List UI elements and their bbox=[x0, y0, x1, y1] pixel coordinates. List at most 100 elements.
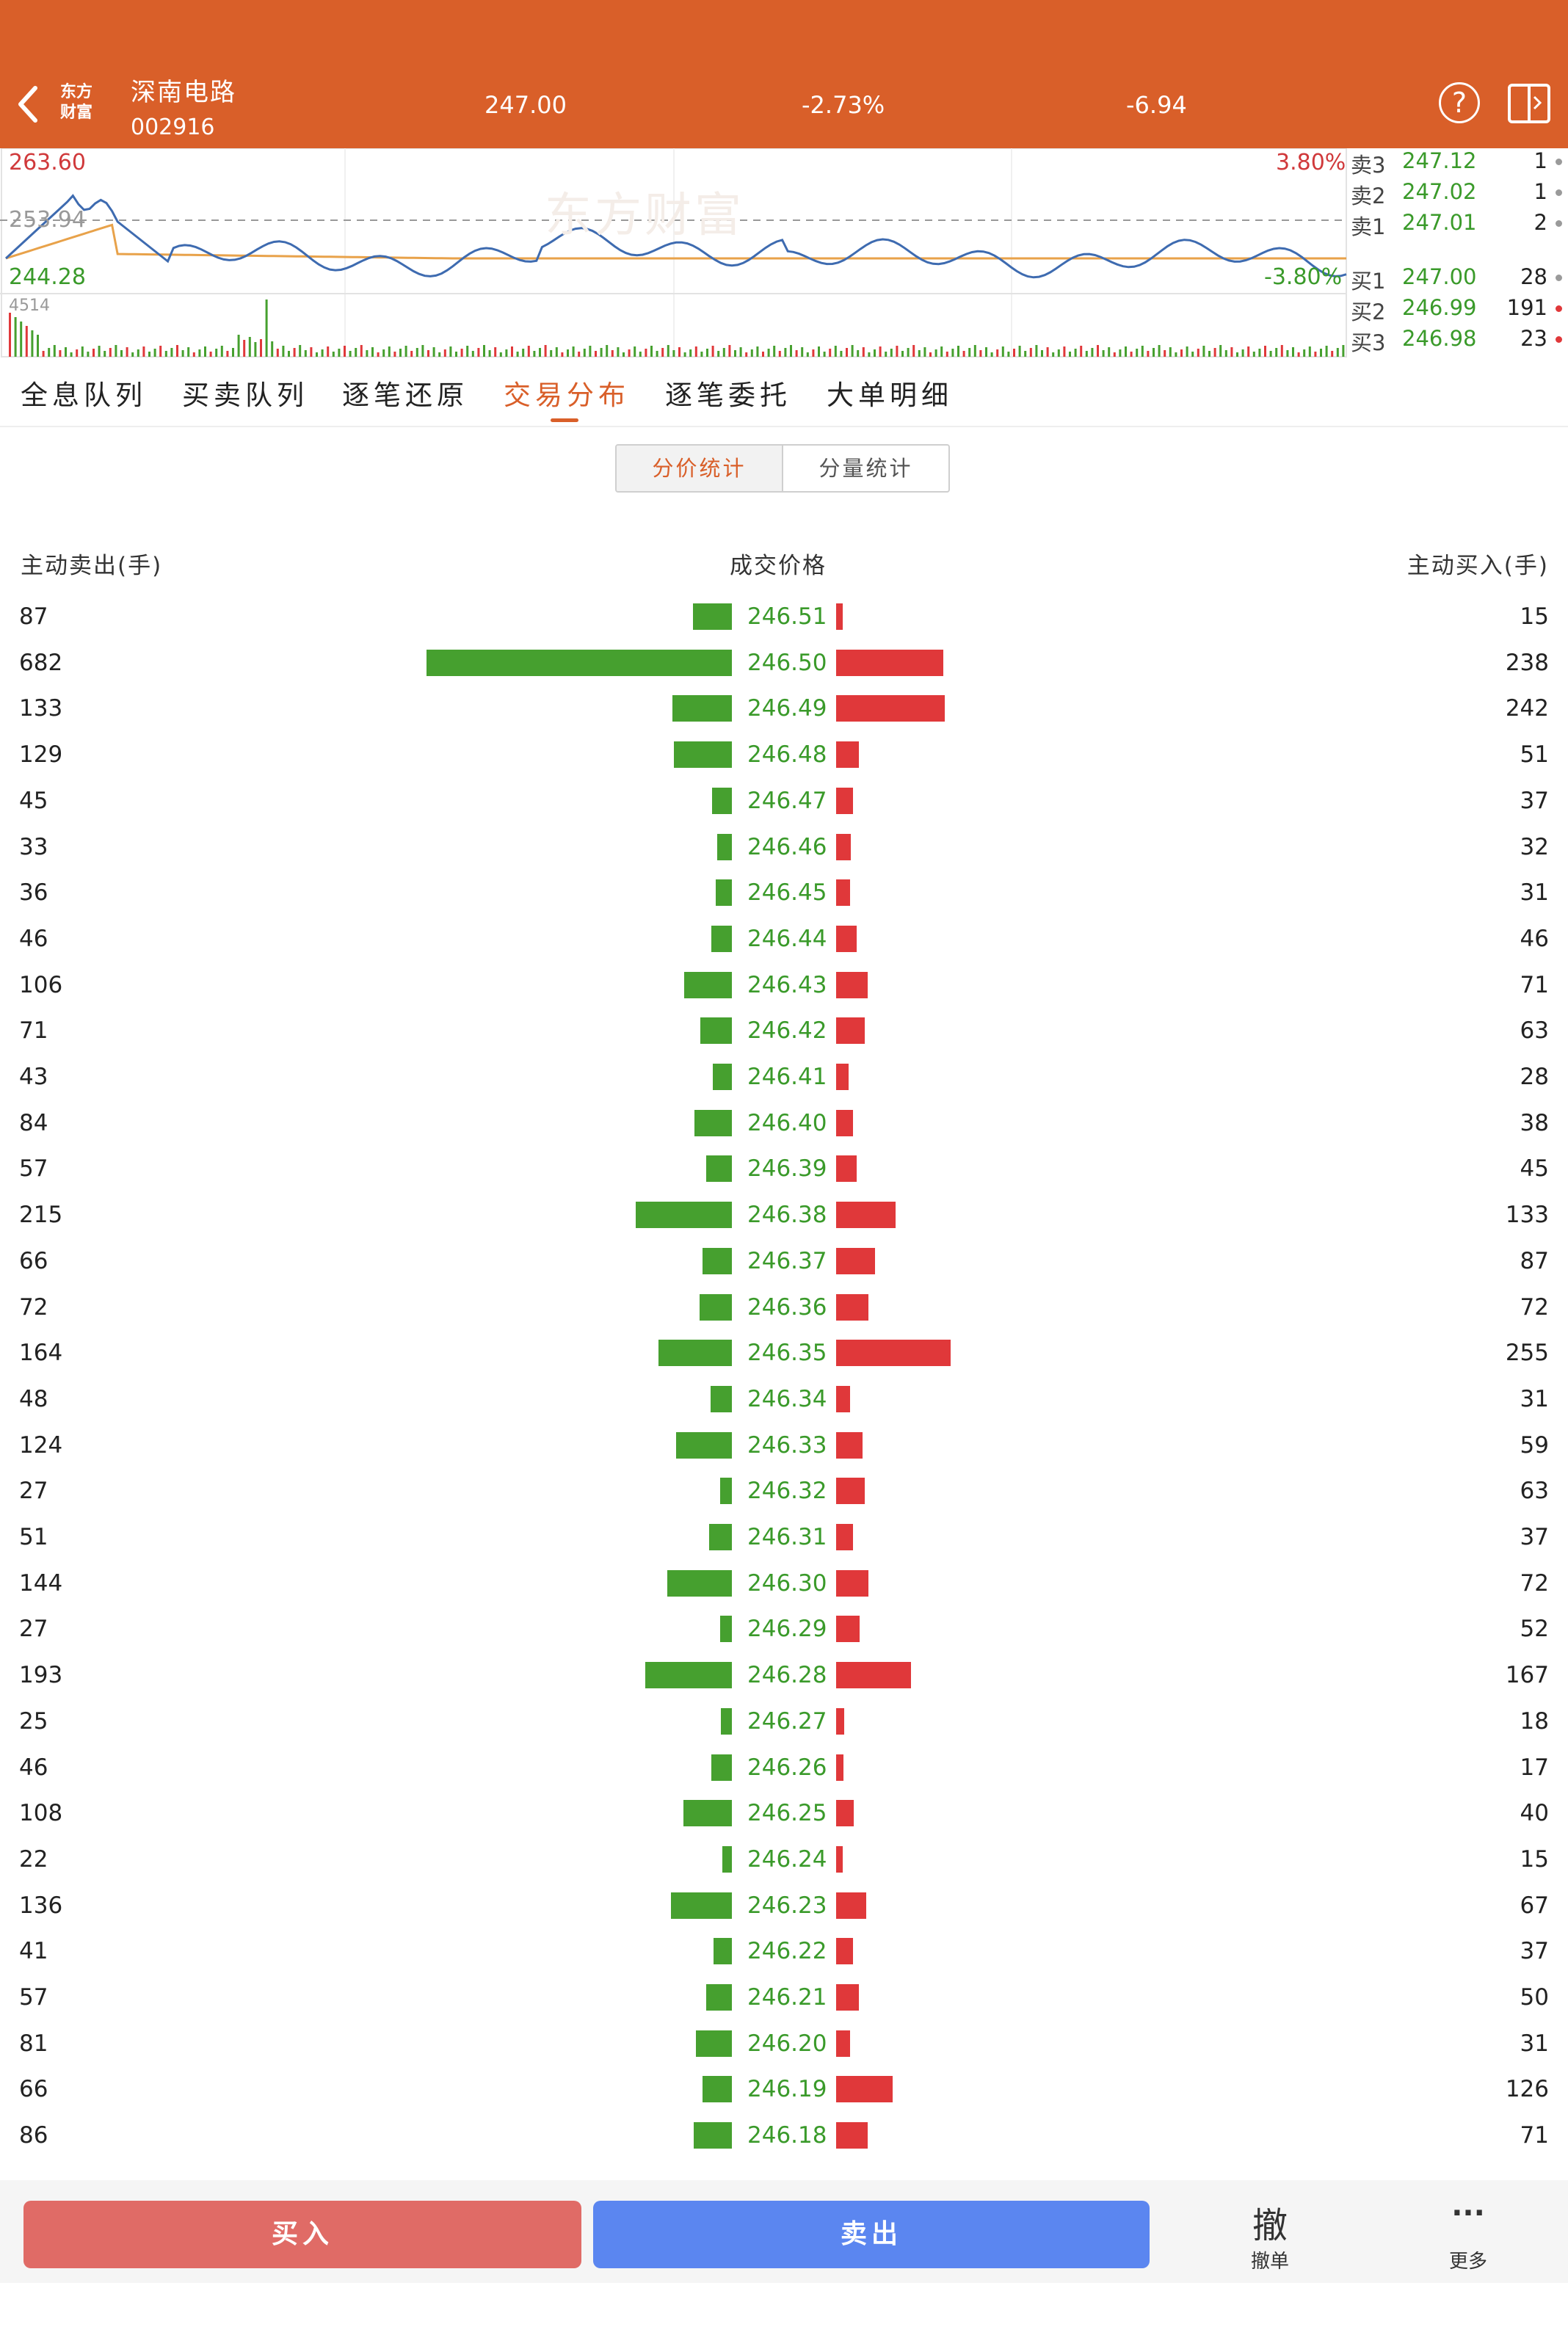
volume-bar bbox=[1069, 352, 1071, 357]
sell-volume-bar bbox=[712, 1064, 732, 1090]
volume-bar bbox=[773, 346, 776, 357]
volume-bar bbox=[874, 349, 876, 357]
sell-volume-bar bbox=[719, 1616, 732, 1643]
volume-bar bbox=[750, 349, 753, 357]
distribution-row: 25 246.27 18 bbox=[0, 1701, 1568, 1746]
intraday-chart-canvas bbox=[0, 148, 1347, 357]
tab-large-orders[interactable]: 大单明细 bbox=[827, 380, 953, 411]
tab-tick-orders[interactable]: 逐笔委托 bbox=[665, 380, 791, 411]
tab-tick-restore[interactable]: 逐笔还原 bbox=[342, 380, 468, 411]
volume-bar bbox=[455, 352, 457, 357]
tab-trade-distribution[interactable]: 交易分布 bbox=[504, 380, 630, 411]
pct-up-label: 3.80% bbox=[1276, 150, 1346, 175]
sell-volume-bar bbox=[693, 2122, 732, 2149]
volume-bar bbox=[421, 345, 424, 357]
bid-level-1[interactable]: 买1 247.00 28 bbox=[1351, 264, 1564, 294]
volume-bar bbox=[1035, 345, 1038, 357]
distribution-row: 27 246.32 63 bbox=[0, 1470, 1568, 1516]
sell-volume: 22 bbox=[19, 1845, 48, 1873]
volume-bar bbox=[606, 345, 609, 357]
ask-level-1[interactable]: 卖3 247.12 1 bbox=[1351, 148, 1564, 178]
ask-level-label: 卖3 bbox=[1351, 153, 1386, 178]
trade-price: 246.44 bbox=[747, 925, 827, 952]
trade-price: 246.34 bbox=[747, 1385, 827, 1412]
buy-volume: 40 bbox=[1520, 1800, 1549, 1827]
bid-level-2[interactable]: 买2 246.99 191 bbox=[1351, 295, 1564, 324]
buy-volume: 37 bbox=[1520, 1524, 1549, 1550]
volume-bar bbox=[639, 352, 642, 357]
buy-volume: 28 bbox=[1520, 1064, 1549, 1090]
distribution-row: 81 246.20 31 bbox=[0, 2023, 1568, 2069]
buy-volume: 37 bbox=[1520, 787, 1549, 814]
ask-level-3[interactable]: 卖1 247.01 2 bbox=[1351, 210, 1564, 239]
price-line bbox=[4, 194, 1347, 279]
distribution-row: 57 246.21 50 bbox=[0, 1977, 1568, 2022]
buy-volume: 32 bbox=[1520, 833, 1549, 860]
buy-volume-bar bbox=[836, 1431, 863, 1459]
volume-bar bbox=[466, 346, 469, 357]
volume-bar bbox=[745, 352, 748, 357]
help-icon[interactable]: ? bbox=[1439, 82, 1480, 123]
buy-volume: 72 bbox=[1520, 1293, 1549, 1321]
volume-bar bbox=[600, 348, 603, 357]
intraday-mini-chart[interactable]: 263.60 253.94 244.28 4514 3.80% -3.80% 东… bbox=[0, 148, 1568, 358]
sell-button[interactable]: 卖出 bbox=[593, 2201, 1150, 2268]
volume-bar bbox=[42, 351, 45, 357]
sell-volume-bar bbox=[645, 1662, 732, 1689]
sell-volume-bar bbox=[692, 603, 732, 630]
buy-volume-bar bbox=[836, 1892, 866, 1919]
bid-level-volume: 191 bbox=[1506, 295, 1547, 320]
volume-bar bbox=[840, 351, 843, 357]
volume-bar bbox=[711, 346, 714, 357]
bottom-action-bar: 买入 卖出 撤 撤单 ··· 更多 bbox=[0, 2180, 1568, 2283]
volume-bar bbox=[929, 352, 932, 357]
sell-volume-bar bbox=[702, 1247, 732, 1274]
trade-distribution-list[interactable]: 87 246.51 15 682 246.50 238 133 246.49 242 129 246… bbox=[0, 596, 1568, 2152]
buy-volume-bar bbox=[836, 925, 857, 952]
volume-bar bbox=[678, 347, 680, 357]
volume-bar bbox=[505, 349, 508, 357]
volume-bar bbox=[611, 350, 614, 357]
volume-bar bbox=[388, 346, 391, 357]
volume-bar bbox=[890, 349, 893, 357]
buy-volume-bar bbox=[836, 1293, 869, 1321]
sell-volume: 46 bbox=[19, 925, 48, 952]
ask-level-2[interactable]: 卖2 247.02 1 bbox=[1351, 179, 1564, 208]
tab-full-queue[interactable]: 全息队列 bbox=[21, 380, 147, 411]
buy-volume: 37 bbox=[1520, 1938, 1549, 1965]
sell-volume-bar bbox=[667, 1569, 732, 1597]
distribution-row: 51 246.31 37 bbox=[0, 1517, 1568, 1562]
bid-level-3[interactable]: 买3 246.98 23 bbox=[1351, 326, 1564, 355]
stock-code: 002916 bbox=[131, 115, 215, 140]
sell-volume-bar bbox=[427, 649, 732, 676]
ask-level-volume: 2 bbox=[1533, 210, 1547, 235]
volume-bar bbox=[1186, 346, 1188, 357]
volume-bar bbox=[70, 352, 73, 357]
watermark: 东方财富 bbox=[545, 189, 744, 243]
volume-bar bbox=[310, 347, 313, 357]
volume-bar bbox=[1297, 352, 1300, 357]
buy-volume-bar bbox=[836, 1984, 859, 2011]
volume-stats-button[interactable]: 分量统计 bbox=[819, 456, 913, 481]
layout-switch-icon[interactable] bbox=[1506, 82, 1552, 125]
back-icon[interactable] bbox=[13, 82, 43, 126]
sell-column-header: 主动卖出(手) bbox=[21, 553, 163, 579]
volume-bar bbox=[934, 349, 937, 357]
volume-bar bbox=[415, 348, 418, 357]
buy-button[interactable]: 买入 bbox=[23, 2201, 581, 2268]
trade-price: 246.19 bbox=[747, 2076, 827, 2103]
volume-bar bbox=[979, 350, 982, 357]
sell-volume: 106 bbox=[19, 971, 63, 998]
volume-bar bbox=[533, 351, 536, 357]
distribution-row: 87 246.51 15 bbox=[0, 596, 1568, 642]
prev-close-label: 253.94 bbox=[9, 207, 86, 233]
volume-bar bbox=[327, 346, 330, 357]
tab-bid-ask-queue[interactable]: 买卖队列 bbox=[182, 380, 308, 411]
ask-level-volume: 1 bbox=[1533, 179, 1547, 204]
sell-volume-bar bbox=[719, 1478, 732, 1505]
more-label: 更多 bbox=[1448, 2251, 1487, 2273]
volume-bar bbox=[634, 346, 636, 357]
volume-bar bbox=[142, 346, 145, 357]
distribution-row: 45 246.47 37 bbox=[0, 780, 1568, 826]
price-stats-button[interactable]: 分价统计 bbox=[617, 446, 783, 491]
